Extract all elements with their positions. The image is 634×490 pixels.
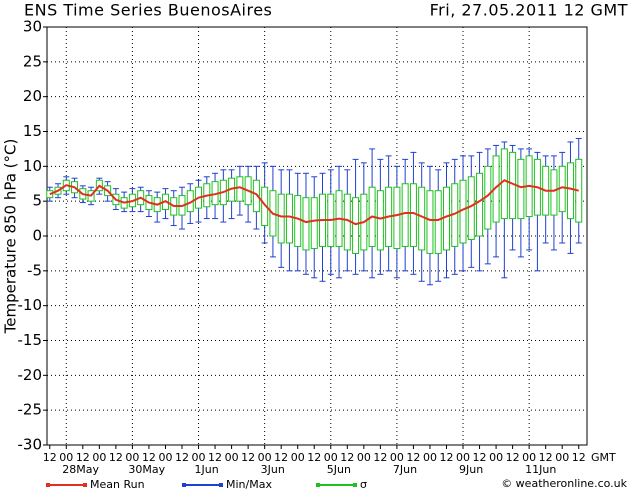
x-tick-label: 00: [522, 451, 536, 464]
mean-run-line: [49, 179, 579, 226]
x-tick-label: 12: [406, 451, 420, 464]
x-tick-label: 12: [175, 451, 189, 464]
y-tick-label: 10: [23, 157, 42, 175]
legend-marker: [46, 483, 50, 487]
y-tick-label: -30: [18, 436, 43, 454]
x-tick-label: 00: [92, 451, 106, 464]
legend-marker: [316, 483, 320, 487]
sigma-box: [252, 179, 260, 213]
x-axis-label: GMT: [591, 451, 616, 464]
x-tick-label: 12: [241, 451, 255, 464]
x-tick-label: 00: [456, 451, 470, 464]
chart-subtitle: Fri, 27.05.2011 12 GMT: [430, 1, 628, 20]
sigma-box: [476, 172, 484, 237]
sigma-box: [467, 176, 475, 240]
x-tick-label: 00: [258, 451, 272, 464]
x-tick-label: 00: [324, 451, 338, 464]
x-tick-label: 12: [539, 451, 553, 464]
sigma-box: [500, 148, 508, 220]
sigma-box: [426, 190, 434, 254]
x-tick-label: 00: [489, 451, 503, 464]
day-label: 1Jun: [195, 463, 219, 476]
x-tick-label: 00: [125, 451, 139, 464]
x-tick-label: 00: [423, 451, 437, 464]
sigma-box: [517, 158, 525, 220]
x-tick-label: 00: [555, 451, 569, 464]
legend-marker: [219, 483, 223, 487]
sigma-box: [409, 183, 417, 247]
y-tick-label: 5: [32, 192, 42, 210]
legend-label: σ: [360, 478, 367, 490]
x-tick-label: 12: [373, 451, 387, 464]
y-axis-label: Temperature 850 hPa (°C): [2, 139, 20, 335]
x-tick-label: 12: [76, 451, 90, 464]
day-label: 7Jun: [393, 463, 417, 476]
legend-marker: [353, 483, 357, 487]
chart-title: ENS Time Series BuenosAires: [24, 1, 272, 20]
x-tick-label: 12: [506, 451, 520, 464]
x-tick-label: 12: [439, 451, 453, 464]
x-tick-label: 00: [192, 451, 206, 464]
day-label: 3Jun: [261, 463, 285, 476]
x-tick-label: 00: [357, 451, 371, 464]
x-tick-label: 00: [158, 451, 172, 464]
day-label: 5Jun: [327, 463, 351, 476]
x-tick-label: 12: [274, 451, 288, 464]
sigma-box: [294, 195, 302, 247]
x-tick-label: 12: [572, 451, 586, 464]
legend-label: Mean Run: [90, 478, 145, 490]
sigma-box: [418, 186, 426, 251]
sigma-box: [376, 190, 384, 251]
sigma-box: [434, 190, 442, 254]
day-label: 28May: [62, 463, 99, 476]
x-tick-label: 12: [307, 451, 321, 464]
x-tick-label: 00: [59, 451, 73, 464]
sigma-box: [352, 197, 360, 254]
day-label: 11Jun: [525, 463, 556, 476]
y-tick-label: -15: [18, 331, 43, 349]
day-label: 9Jun: [459, 463, 483, 476]
x-tick-label: 00: [291, 451, 305, 464]
sigma-box: [302, 197, 310, 251]
y-tick-label: 15: [23, 122, 42, 140]
y-tick-label: 20: [23, 87, 42, 105]
sigma-box: [550, 169, 558, 216]
x-tick-label: 12: [43, 451, 57, 464]
y-tick-label: -10: [18, 296, 43, 314]
sigma-box: [277, 193, 285, 244]
legend-label: Min/Max: [226, 478, 272, 490]
x-tick-label: 12: [473, 451, 487, 464]
x-tick-label: 12: [109, 451, 123, 464]
legend-marker: [182, 483, 186, 487]
x-tick-label: 12: [340, 451, 354, 464]
credit: © weatheronline.co.uk: [501, 477, 627, 490]
y-tick-label: -5: [27, 261, 42, 279]
sigma-box: [285, 193, 293, 244]
y-tick-label: 0: [32, 227, 42, 245]
sigma-box: [401, 183, 409, 247]
y-tick-label: -25: [18, 401, 43, 419]
day-label: 30May: [128, 463, 165, 476]
sigma-box: [261, 186, 269, 227]
x-tick-label: 00: [390, 451, 404, 464]
y-tick-label: 25: [23, 52, 42, 70]
sigma-box: [442, 186, 450, 251]
y-tick-label: -20: [18, 366, 43, 384]
sigma-box: [393, 186, 401, 250]
legend-marker: [83, 483, 87, 487]
x-tick-label: 12: [208, 451, 222, 464]
sigma-box: [310, 197, 318, 250]
x-tick-label: 00: [225, 451, 239, 464]
sigma-box: [566, 162, 574, 220]
x-tick-label: 12: [142, 451, 156, 464]
y-tick-label: 30: [23, 18, 42, 36]
